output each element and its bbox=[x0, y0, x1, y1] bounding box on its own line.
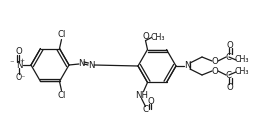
Text: N: N bbox=[184, 61, 190, 70]
Text: O: O bbox=[227, 82, 233, 92]
Text: CH₃: CH₃ bbox=[150, 33, 165, 42]
Text: Cl: Cl bbox=[57, 30, 66, 39]
Text: +: + bbox=[19, 59, 25, 63]
Text: N: N bbox=[88, 61, 94, 70]
Text: Cl: Cl bbox=[57, 91, 66, 100]
Text: CH₃: CH₃ bbox=[235, 55, 249, 65]
Text: CH₃: CH₃ bbox=[235, 68, 249, 76]
Text: C: C bbox=[226, 53, 232, 61]
Text: O: O bbox=[212, 57, 218, 65]
Text: O: O bbox=[142, 32, 149, 41]
Text: O: O bbox=[227, 41, 233, 49]
Text: ⁻: ⁻ bbox=[10, 59, 14, 68]
Text: N: N bbox=[78, 59, 84, 68]
Text: O: O bbox=[16, 47, 22, 55]
Text: C: C bbox=[142, 105, 148, 114]
Text: O⁻: O⁻ bbox=[16, 74, 26, 82]
Text: NH: NH bbox=[135, 91, 148, 100]
Text: O: O bbox=[147, 97, 154, 106]
Text: C: C bbox=[226, 70, 232, 80]
Text: N: N bbox=[16, 61, 22, 70]
Text: O: O bbox=[212, 66, 218, 76]
